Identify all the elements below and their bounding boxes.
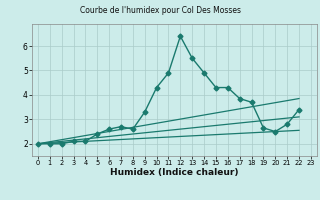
X-axis label: Humidex (Indice chaleur): Humidex (Indice chaleur): [110, 168, 239, 177]
Text: Courbe de l'humidex pour Col Des Mosses: Courbe de l'humidex pour Col Des Mosses: [79, 6, 241, 15]
